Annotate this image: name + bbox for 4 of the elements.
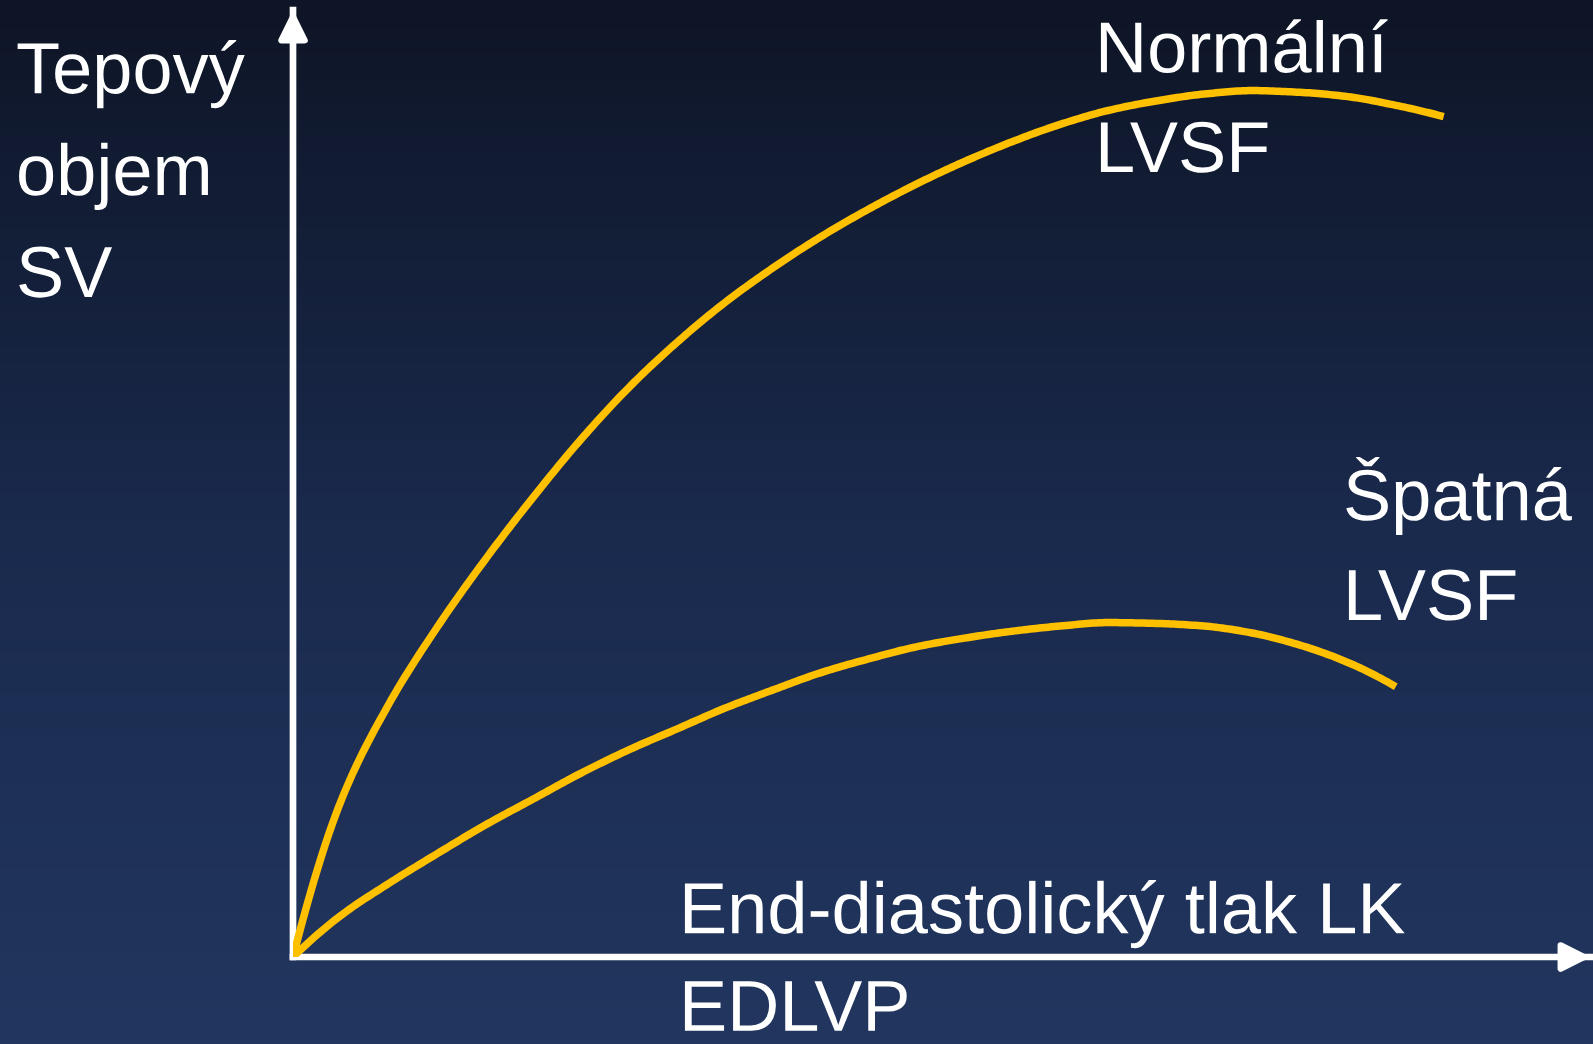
y-axis-title: Tepový objem SV (17, 40, 245, 298)
x-axis-title: End-diastolický tlak LK EDLVP (684, 880, 1405, 1031)
series-label: Normální LVSF (1100, 19, 1388, 173)
series-label: Špatná LVSF (1346, 457, 1572, 621)
